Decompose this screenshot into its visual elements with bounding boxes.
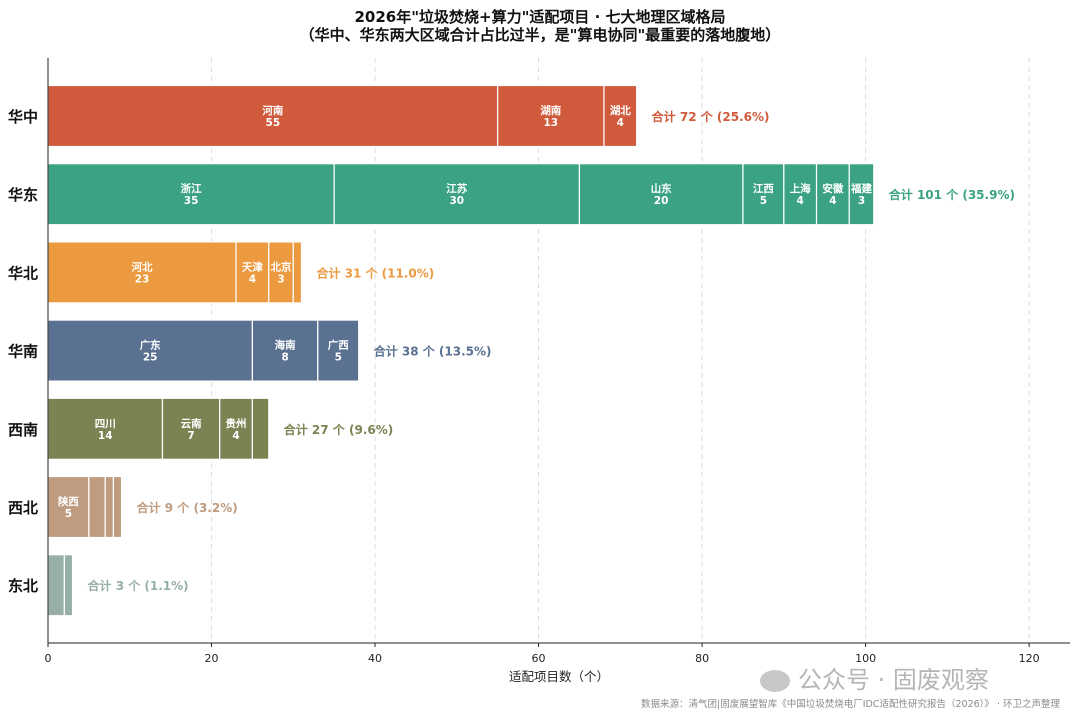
bar-segment [268,241,294,304]
total-label: 合计 31 个 (11.0%) [316,265,434,280]
x-tick-label: 100 [855,652,876,665]
x-tick-label: 0 [45,652,52,665]
segment-value: 4 [232,430,239,442]
segment-label: 海南 [275,339,296,352]
bar-segment [47,163,335,226]
bar-segment [497,84,605,148]
bar-segment [47,554,65,617]
bar-segment [47,319,253,382]
bar-segment [578,163,744,226]
bar-segment [47,241,237,304]
bar-segment [47,84,499,148]
segment-label: 湖南 [540,104,561,117]
bar-segment [292,241,303,304]
segment-value: 55 [266,117,281,129]
segment-label: 福建 [850,182,872,195]
x-tick-label: 20 [205,652,219,665]
segment-label: 天津 [242,260,263,273]
bar-segment [742,163,785,226]
segment-label: 广西 [328,339,349,352]
source-note: 数据来源：清气团|固废展望智库《中国垃圾焚烧电厂IDC适配性研究报告（2026）… [641,699,1060,710]
segment-value: 30 [449,195,464,207]
bar-segment [333,163,581,226]
total-label: 合计 72 个 (25.6%) [652,109,770,124]
total-label: 合计 9 个 (3.2%) [137,500,238,515]
bar-segment [47,475,90,539]
category-label: 西南 [8,421,38,439]
segment-value: 7 [187,430,194,442]
segment-value: 4 [617,117,624,129]
total-label: 合计 38 个 (13.5%) [374,344,492,359]
segment-value: 23 [135,273,150,285]
total-label: 合计 3 个 (1.1%) [88,578,189,593]
segment-label: 贵州 [226,417,247,430]
x-axis-label: 适配项目数（个） [509,669,609,684]
segment-label: 广东 [140,339,161,352]
segment-label: 浙江 [181,182,202,195]
bar-segment [161,397,221,460]
segment-value: 13 [544,117,559,129]
bar-segment [603,84,638,148]
chart-title: 2026年"垃圾焚烧+算力"适配项目 · 七大地理区域格局 [354,8,726,26]
category-label: 华东 [8,186,38,204]
x-tick-label: 60 [532,652,546,665]
segment-value: 5 [760,195,767,207]
segment-label: 江苏 [446,182,467,195]
x-tick-label: 40 [368,652,382,665]
category-label: 华中 [8,108,38,126]
segment-value: 4 [249,273,256,285]
category-label: 华北 [8,264,38,282]
segment-label: 河南 [262,104,283,117]
segment-label: 湖北 [610,104,631,117]
segment-value: 14 [98,430,113,442]
segment-label: 四川 [95,418,116,430]
bar-segment [235,241,270,304]
bar-segment [63,554,74,617]
segment-label: 云南 [181,417,202,430]
segment-value: 3 [858,195,865,207]
segment-value: 5 [65,508,72,520]
total-label: 合计 27 个 (9.6%) [284,422,393,437]
bar-segment [251,319,319,382]
x-tick-label: 120 [1019,652,1040,665]
category-label: 东北 [8,577,38,595]
segment-value: 4 [829,195,836,207]
bar-segment [47,397,164,460]
watermark-text: 公众号 · 固废观察 [798,666,989,694]
total-label: 合计 101 个 (35.9%) [889,187,1015,202]
x-tick-label: 80 [695,652,709,665]
category-label: 华南 [8,343,38,361]
bar-segment [112,475,123,539]
segment-label: 安徽 [822,182,843,195]
bar-segment [88,475,106,539]
chart-subtitle: （华中、华东两大区域合计占比过半，是"算电协同"最重要的落地腹地） [299,26,781,44]
segment-value: 8 [281,352,288,364]
segment-value: 5 [335,352,342,364]
wechat-icon [760,670,790,692]
segment-label: 河北 [132,260,153,273]
segment-label: 陕西 [58,495,79,508]
bar-segment [104,475,115,539]
segment-value: 4 [797,195,804,207]
segment-label: 山东 [651,182,672,195]
segment-label: 上海 [790,182,811,195]
segment-value: 35 [184,195,199,207]
segment-value: 20 [654,195,669,207]
bar-segment [251,397,270,460]
category-label: 西北 [8,499,38,517]
bar-segment [815,163,850,226]
bar-segment [848,163,875,226]
watermark: 公众号 · 固废观察 [760,660,989,695]
segment-label: 江西 [753,182,774,195]
bar-segment [317,319,360,382]
bar-segment [783,163,818,226]
segment-label: 北京 [271,260,292,273]
segment-value: 25 [143,352,158,364]
segment-value: 3 [277,273,284,285]
